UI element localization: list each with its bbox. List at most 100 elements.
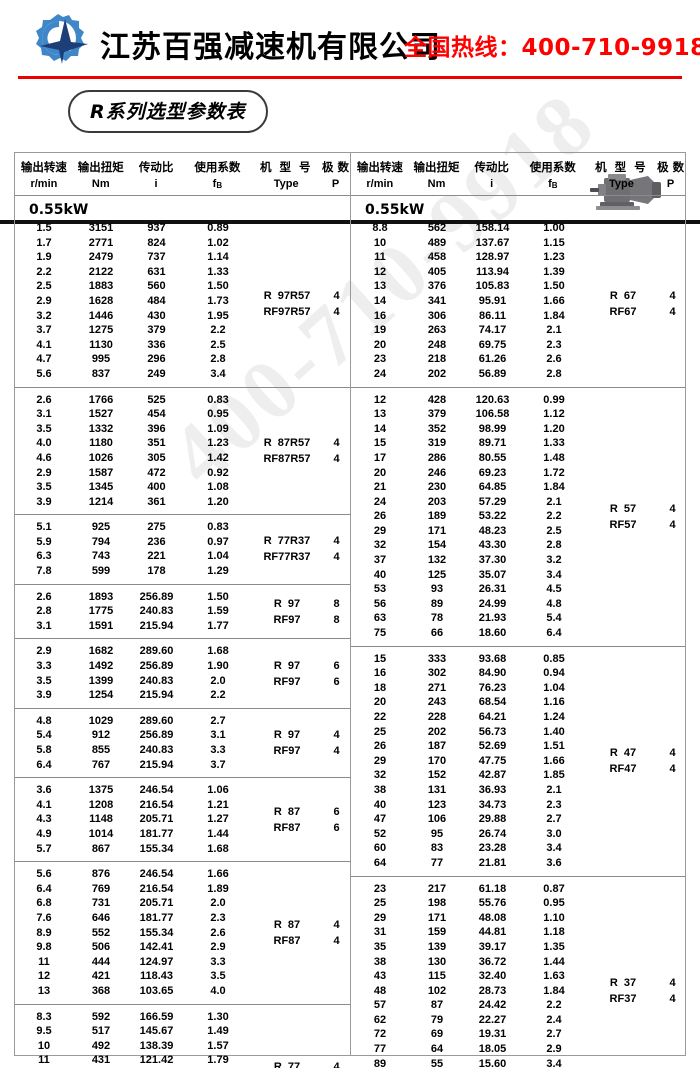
cell-ratio: 937 [147, 222, 166, 234]
cell-speed: 4.7 [36, 353, 52, 366]
cell-factor: 2.7 [546, 1028, 562, 1041]
table-row: 24 202 56.89 2.8 [351, 367, 588, 382]
cell-torque: 286 [427, 451, 447, 464]
cell-type-group: R 97 6 RF97 6 [252, 639, 351, 707]
table-row: 38 130 36.72 1.44 [351, 955, 588, 970]
cell-ratio: 525 [147, 393, 166, 406]
cell-type: R 97R57 [263, 289, 311, 302]
cell-factor: 6.4 [546, 627, 562, 640]
table-row: 5.7 867 155.34 1.68 [15, 842, 252, 857]
table-row: 25 198 55.76 0.95 [351, 896, 588, 911]
cell-speed: 3.3 [36, 660, 52, 673]
cell-ratio: 178 [147, 565, 166, 578]
cell-factor: 0.97 [207, 535, 229, 548]
cell-speed: 43 [373, 970, 387, 983]
cell-speed: 12 [37, 970, 51, 983]
cell-factor: 2.3 [546, 798, 562, 811]
table-row: 21 230 64.85 1.84 [351, 480, 588, 495]
cell-torque: 1446 [88, 309, 114, 322]
cell-speed: 5.6 [36, 367, 52, 380]
cell-poles: 6 [333, 805, 340, 818]
cell-torque: 1628 [88, 294, 114, 307]
cell-factor: 1.50 [207, 280, 229, 293]
cell-torque: 592 [91, 1010, 111, 1023]
cell-speed: 38 [373, 955, 387, 968]
cell-factor: 5.4 [546, 612, 562, 625]
col-header-torque-cn: 输出扭矩 [77, 160, 124, 174]
cell-factor: 1.68 [207, 645, 229, 658]
cell-factor: 2.3 [546, 338, 562, 351]
cell-speed: 24 [373, 367, 387, 380]
table-row: 4.6 1026 305 1.42 [15, 451, 252, 466]
cell-speed: 1.7 [36, 236, 52, 249]
cell-speed: 37 [373, 554, 387, 567]
cell-ratio: 256.89 [139, 590, 174, 603]
cell-torque: 263 [427, 324, 447, 337]
spec-block: 1.5 3151 937 0.89 1.7 2771 824 1.02 1.9 2479 737 1.… [15, 221, 350, 387]
cell-torque: 2122 [88, 265, 114, 278]
cell-factor: 2.8 [546, 367, 562, 380]
cell-speed: 48 [373, 984, 387, 997]
spec-rows: 4.8 1029 289.60 2.7 5.4 912 256.89 3.1 5.8 855 240… [15, 714, 252, 772]
cell-type: R 87R57 [263, 436, 311, 449]
cell-ratio: 289.60 [139, 714, 174, 727]
cell-torque: 517 [91, 1025, 111, 1038]
spec-block: 15 333 93.68 0.85 16 302 84.90 0.94 18 271 76.23 1.… [351, 645, 685, 876]
cell-factor: 2.9 [210, 941, 226, 954]
table-header-left: 输出转速 输出扭矩 传动比 使用系数 机 型 号 极 数 r/min Nm i … [15, 153, 350, 196]
col-header-type-en: Type [608, 178, 634, 190]
cell-ratio: 181.77 [139, 827, 174, 840]
cell-speed: 3.1 [36, 408, 52, 421]
cell-torque: 1893 [88, 590, 114, 603]
table-row: 2.9 1682 289.60 1.68 [15, 644, 252, 659]
table-row: 5.6 837 249 3.4 [15, 367, 252, 382]
cell-torque: 1883 [88, 280, 114, 293]
cell-poles: 4 [333, 1061, 340, 1068]
cell-speed: 2.6 [36, 393, 52, 406]
cell-speed: 1.9 [36, 251, 52, 264]
cell-ratio: 84.90 [478, 667, 507, 680]
spec-rows: 8.3 592 166.59 1.30 9.5 517 145.67 1.49 10 492 138… [15, 1010, 252, 1068]
cell-poles: 6 [333, 659, 340, 672]
cell-speed: 29 [373, 911, 387, 924]
spec-panel-right: 输出转速 输出扭矩 传动比 使用系数 机 型 号 极 数 r/min Nm i … [350, 152, 686, 1068]
cell-torque: 170 [427, 754, 447, 767]
table-row: 11 458 128.97 1.23 [351, 250, 588, 265]
cell-ratio: 121.42 [139, 1054, 174, 1067]
cell-torque: 171 [427, 524, 447, 537]
cell-factor: 1.95 [207, 309, 229, 322]
table-row: 29 171 48.23 2.5 [351, 524, 588, 539]
table-row: 53 93 26.31 4.5 [351, 582, 588, 597]
col-header-torque-en: Nm [91, 178, 110, 190]
table-row: 13 376 105.83 1.50 [351, 279, 588, 294]
table-row: 6.4 767 215.94 3.7 [15, 758, 252, 773]
cell-factor: 1.51 [543, 740, 565, 753]
cell-poles: 4 [333, 305, 340, 318]
cell-factor: 2.7 [210, 714, 226, 727]
table-row: 23 217 61.18 0.87 [351, 882, 588, 897]
table-row: 4.0 1180 351 1.23 [15, 436, 252, 451]
cell-factor: 0.83 [207, 521, 229, 534]
cell-poles: 4 [333, 934, 340, 947]
cell-factor: 1.77 [207, 619, 229, 632]
cell-torque: 1399 [88, 674, 114, 687]
cell-speed: 3.5 [36, 422, 52, 435]
cell-poles: 4 [333, 745, 340, 757]
cell-speed: 4.6 [36, 451, 52, 464]
cell-type: RF77R37 [263, 551, 311, 564]
cell-ratio: 15.60 [478, 1057, 507, 1068]
cell-factor: 1.73 [207, 294, 229, 307]
table-row: 18 271 76.23 1.04 [351, 681, 588, 696]
table-row: 3.9 1254 215.94 2.2 [15, 688, 252, 703]
cell-poles: 4 [669, 763, 676, 776]
table-row: 2.8 1775 240.83 1.59 [15, 604, 252, 619]
cell-ratio: 155.34 [139, 842, 174, 855]
col-header-poles-cn: 极 数 [657, 160, 685, 174]
spec-block: 23 217 61.18 0.87 25 198 55.76 0.95 29 171 48.08 1.… [351, 875, 685, 1068]
cell-poles: 4 [669, 992, 676, 1005]
cell-torque: 132 [427, 554, 447, 567]
cell-poles: 4 [333, 289, 340, 302]
cell-torque: 123 [427, 798, 447, 811]
cell-factor: 1.79 [207, 1054, 229, 1067]
cell-speed: 20 [373, 696, 387, 709]
